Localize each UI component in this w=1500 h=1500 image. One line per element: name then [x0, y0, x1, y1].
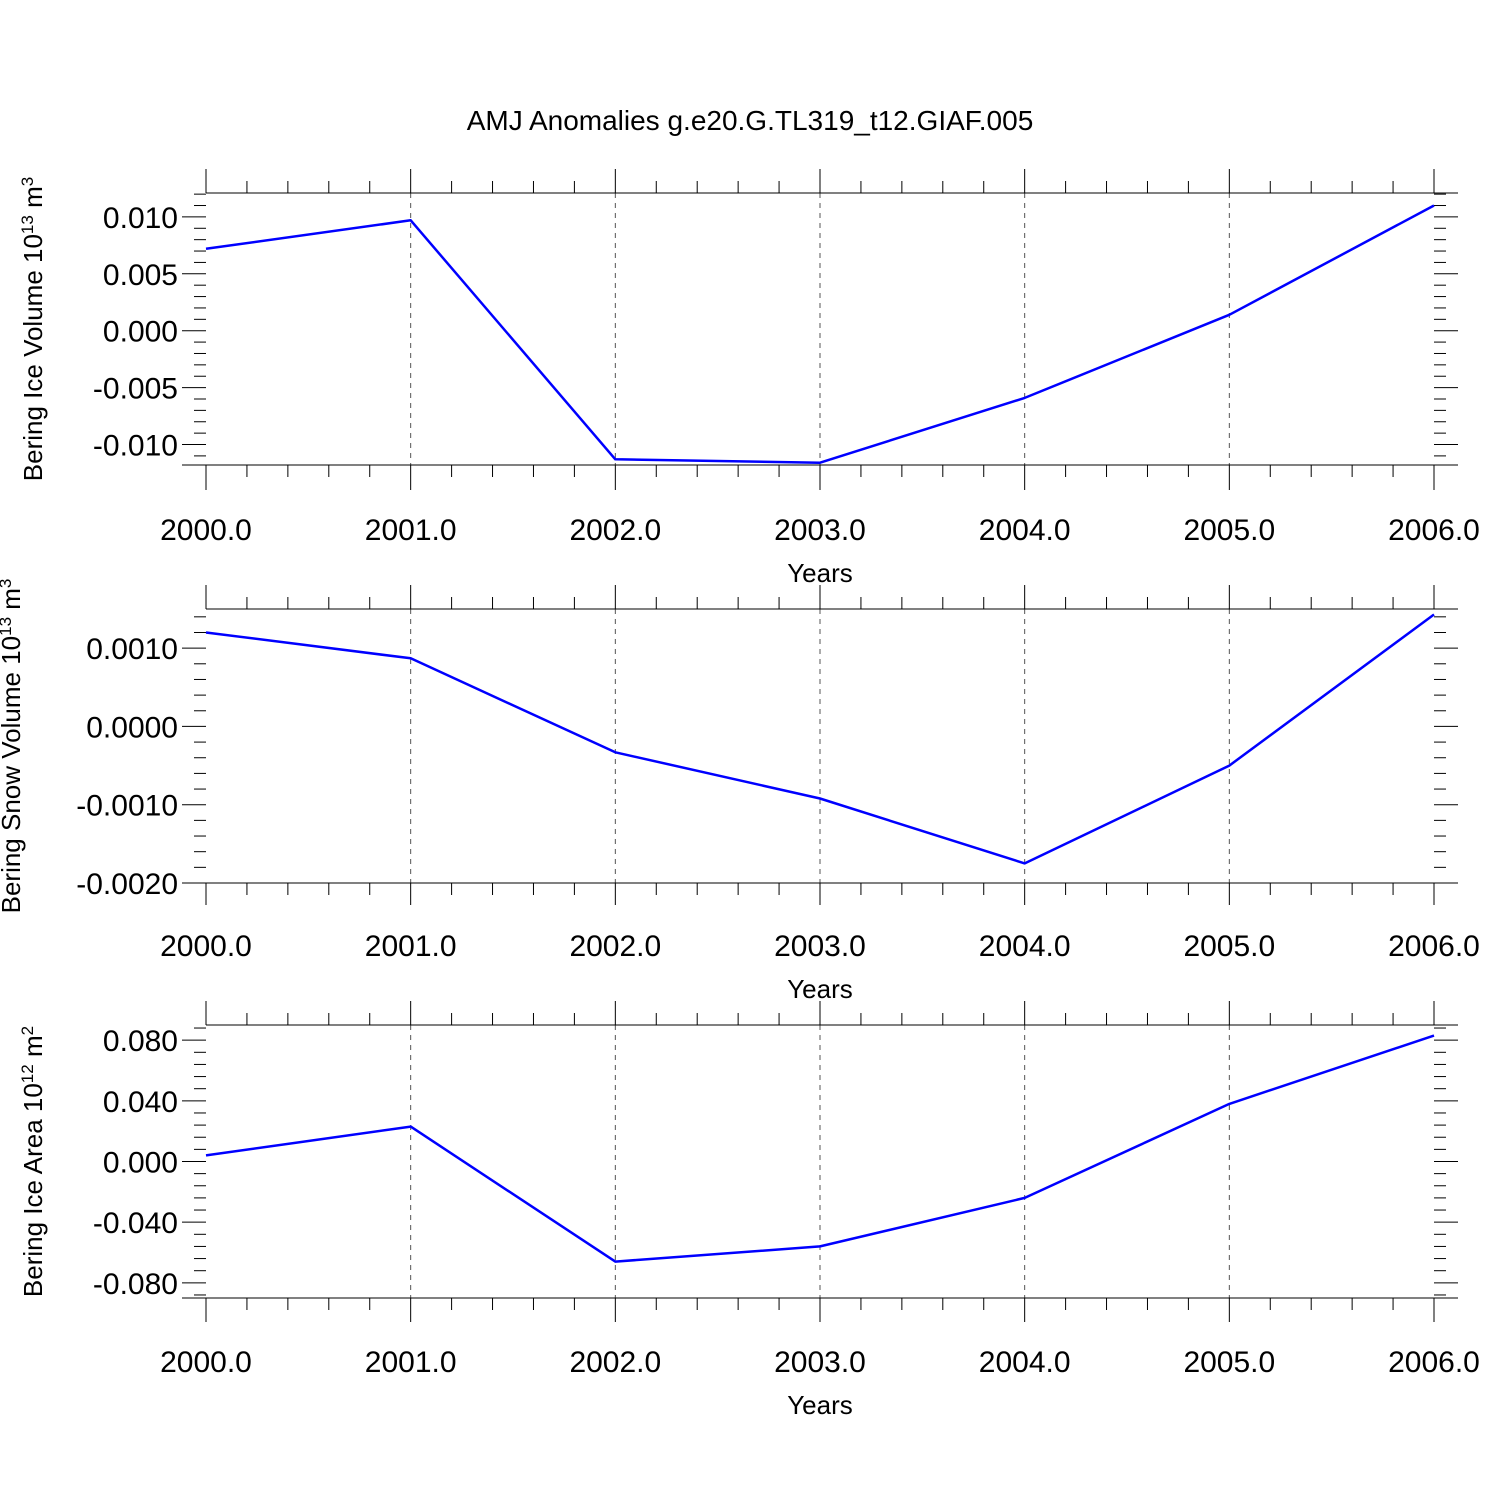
- x-tick-label: 2006.0: [1388, 1346, 1480, 1379]
- y-tick-label: 0.005: [103, 259, 178, 292]
- x-axis-label: Years: [787, 1390, 853, 1420]
- x-tick-label: 2005.0: [1183, 930, 1275, 963]
- y-tick-label: 0.010: [103, 202, 178, 235]
- x-tick-label: 2000.0: [160, 514, 252, 547]
- y-tick-label: -0.040: [93, 1207, 178, 1240]
- y-axis-label-superscript: 2: [18, 1026, 37, 1035]
- y-tick-label: 0.040: [103, 1086, 178, 1119]
- x-tick-label: 2005.0: [1183, 1346, 1275, 1379]
- y-axis-label-text: Bering Ice Volume 10: [18, 234, 48, 481]
- x-axis-label: Years: [787, 974, 853, 1004]
- x-tick-label: 2004.0: [979, 514, 1071, 547]
- y-axis-label-text: m: [18, 186, 48, 215]
- x-tick-label: 2002.0: [569, 514, 661, 547]
- y-tick-label: 0.080: [103, 1025, 178, 1058]
- x-tick-label: 2000.0: [160, 930, 252, 963]
- chart-panel-3: -0.080 -0.040 0.000 0.040 0.080 2000.0 2001.0 2…: [18, 1001, 1480, 1420]
- y-tick-label: 0.000: [103, 316, 178, 349]
- y-tick-label: -0.0020: [76, 868, 178, 901]
- y-axis-label-text: Bering Snow Volume 10: [0, 636, 26, 914]
- x-tick-label: 2004.0: [979, 1346, 1071, 1379]
- y-axis-label-superscript: 13: [0, 617, 15, 636]
- x-tick-label: 2005.0: [1183, 514, 1275, 547]
- chart-panel-1: -0.010 -0.005 0.000 0.005 0.010 2000.0 2001.0 2…: [18, 169, 1480, 588]
- figure-title: AMJ Anomalies g.e20.G.TL319_t12.GIAF.005: [467, 105, 1034, 136]
- y-axis-label-superscript: 3: [18, 177, 37, 186]
- y-tick-label: -0.080: [93, 1268, 178, 1301]
- y-axis-label-superscript: 12: [18, 1064, 37, 1083]
- x-axis-label: Years: [787, 558, 853, 588]
- y-tick-label: -0.010: [93, 430, 178, 463]
- x-tick-label: 2001.0: [365, 930, 457, 963]
- x-tick-label: 2000.0: [160, 1346, 252, 1379]
- x-tick-label: 2001.0: [365, 1346, 457, 1379]
- y-axis-label-text: m: [0, 588, 26, 617]
- x-tick-label: 2002.0: [569, 930, 661, 963]
- x-tick-label: 2004.0: [979, 930, 1071, 963]
- y-axis-label-text: Bering Ice Area 10: [18, 1083, 48, 1297]
- y-tick-label: -0.0010: [76, 790, 178, 823]
- x-tick-label: 2006.0: [1388, 514, 1480, 547]
- y-tick-label: -0.005: [93, 373, 178, 406]
- y-tick-label: 0.000: [103, 1147, 178, 1180]
- x-tick-label: 2002.0: [569, 1346, 661, 1379]
- x-tick-label: 2003.0: [774, 514, 866, 547]
- y-tick-label: 0.0000: [86, 711, 178, 744]
- x-tick-label: 2003.0: [774, 930, 866, 963]
- x-tick-label: 2001.0: [365, 514, 457, 547]
- y-axis-label: Bering Ice Volume 1013 m3: [18, 177, 49, 481]
- y-axis-label-superscript: 3: [0, 579, 15, 588]
- x-tick-label: 2003.0: [774, 1346, 866, 1379]
- y-axis-label-text: m: [18, 1035, 48, 1064]
- panels: -0.010 -0.005 0.000 0.005 0.010 2000.0 2001.0 2…: [0, 169, 1480, 1420]
- chart-panel-2: -0.0020 -0.0010 0.0000 0.0010 2000.0 2001.0 20…: [0, 579, 1480, 1004]
- y-axis-label-superscript: 13: [18, 215, 37, 234]
- y-axis-label: Bering Ice Area 1012 m2: [18, 1026, 49, 1297]
- x-tick-label: 2006.0: [1388, 930, 1480, 963]
- y-tick-label: 0.0010: [86, 633, 178, 666]
- y-axis-label: Bering Snow Volume 1013 m3: [0, 579, 26, 914]
